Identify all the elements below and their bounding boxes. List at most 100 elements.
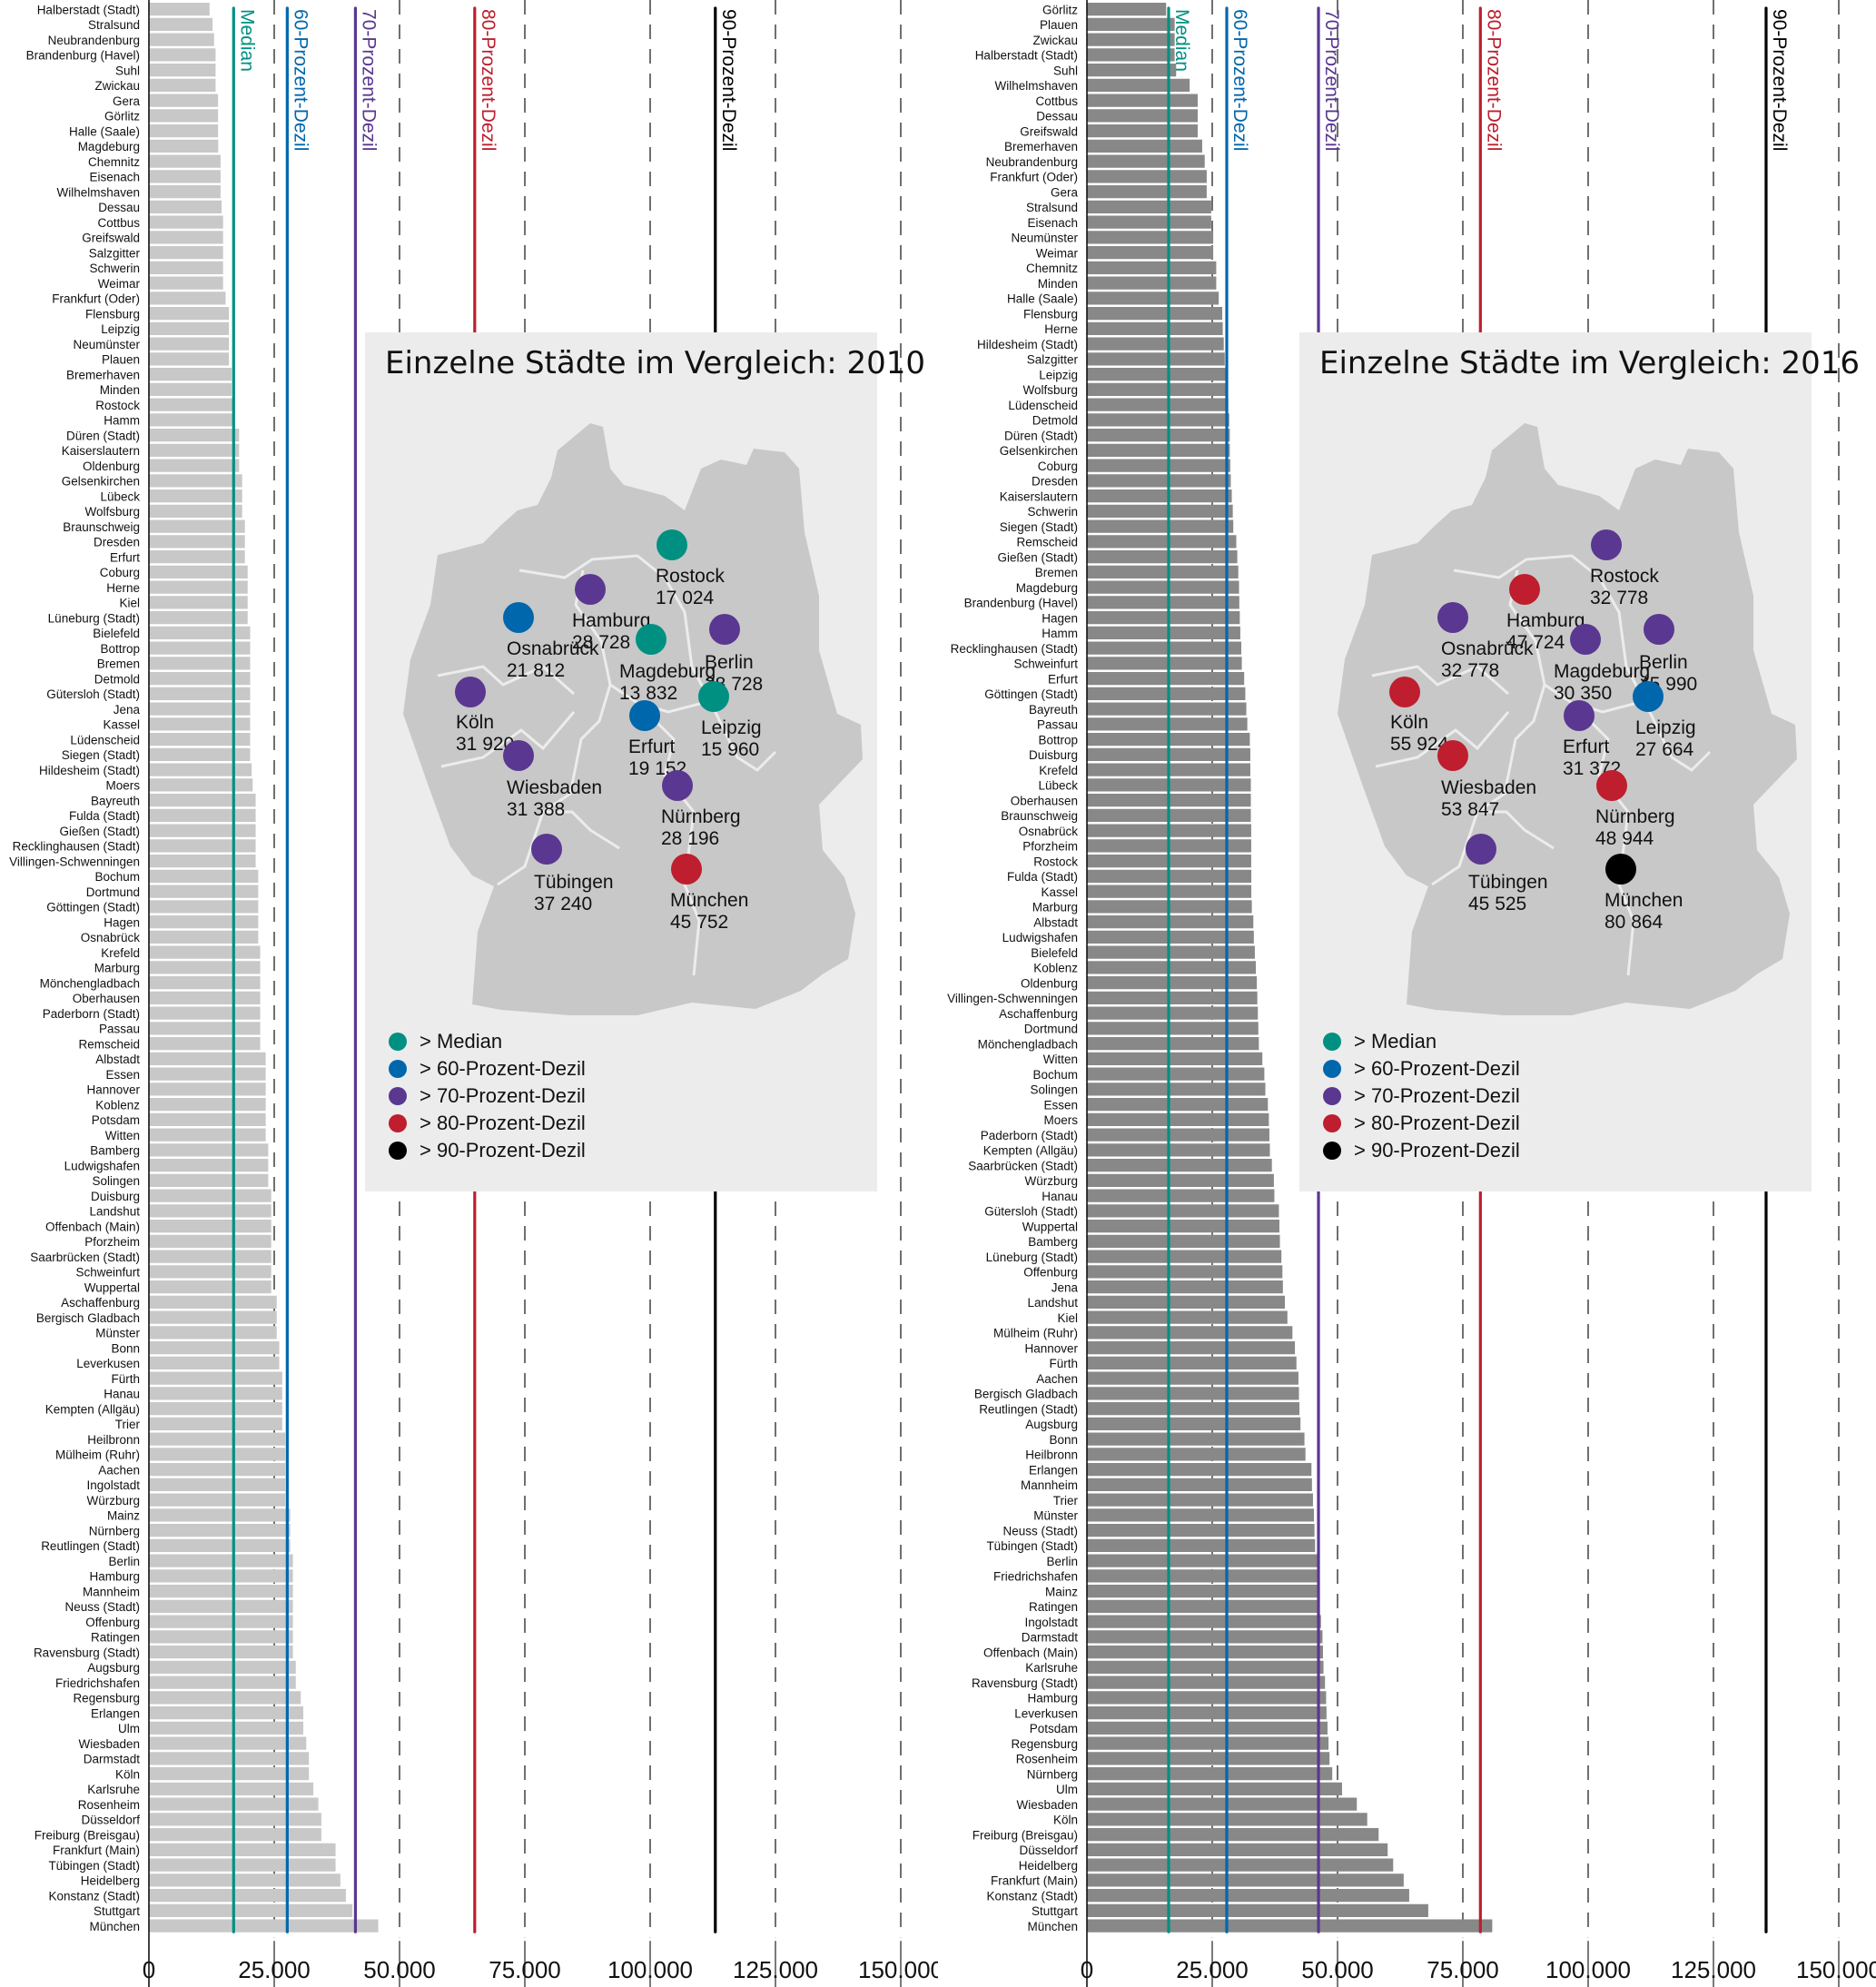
legend: > Median > 60-Prozent-Dezil > 70-Prozent-D… — [1323, 1028, 1520, 1164]
category-label: Mannheim — [83, 1585, 140, 1598]
category-label: Halle (Saale) — [1007, 292, 1078, 306]
bar — [149, 1371, 282, 1385]
bar — [1087, 930, 1254, 944]
bar — [1087, 1341, 1296, 1355]
legend-dot-icon — [1323, 1087, 1341, 1105]
bar — [149, 1173, 269, 1187]
legend-label: > 90-Prozent-Dezil — [1354, 1139, 1520, 1162]
bar — [149, 1432, 286, 1446]
category-label: Bremerhaven — [66, 368, 140, 381]
category-label: Bremen — [97, 657, 140, 671]
bar — [149, 1448, 286, 1461]
category-label: Neumünster — [1011, 232, 1078, 245]
bar — [149, 885, 259, 898]
city-marker — [657, 529, 687, 560]
bar — [1087, 1006, 1259, 1020]
category-label: Bergisch Gladbach — [36, 1311, 140, 1325]
category-label: Stuttgart — [94, 1904, 140, 1918]
category-label: Minden — [1038, 277, 1078, 291]
bar — [1087, 1797, 1358, 1811]
category-label: Leipzig — [101, 322, 140, 336]
category-label: Trier — [115, 1418, 141, 1431]
bar — [1087, 1265, 1283, 1279]
category-label: Hanau — [1042, 1190, 1078, 1203]
bar — [149, 1022, 261, 1035]
category-label: Münster — [1033, 1509, 1078, 1523]
category-label: Bergisch Gladbach — [974, 1388, 1078, 1401]
bar — [149, 641, 251, 655]
bar — [149, 1585, 293, 1598]
category-label: Heidelberg — [1019, 1859, 1078, 1873]
bar — [1087, 702, 1247, 716]
category-label: Mülheim (Ruhr) — [55, 1448, 140, 1462]
bar — [149, 1813, 321, 1826]
state-border — [543, 810, 620, 850]
category-label: Halberstadt (Stadt) — [975, 49, 1078, 63]
category-label: Oldenburg — [83, 460, 140, 473]
bar — [149, 519, 245, 533]
bar — [1087, 1417, 1301, 1430]
bar — [1087, 1037, 1259, 1051]
category-label: Marburg — [1032, 901, 1078, 914]
legend-item: > 70-Prozent-Dezil — [389, 1082, 586, 1110]
bar — [149, 855, 256, 868]
x-tick-label: 125.000 — [733, 1956, 818, 1983]
category-label: Osnabrück — [1019, 825, 1079, 838]
category-label: Görlitz — [104, 110, 140, 124]
inset-title: Einzelne Städte im Vergleich: 2010 — [385, 345, 926, 381]
bar — [149, 1052, 266, 1065]
city-name: Berlin — [1639, 652, 1688, 673]
category-label: Albstadt — [95, 1053, 140, 1066]
city-name: Rostock — [1590, 566, 1659, 587]
threshold-label: Median — [236, 9, 257, 72]
bar — [1087, 1432, 1305, 1446]
state-border — [1477, 810, 1555, 850]
bar — [1087, 276, 1217, 290]
city-marker — [1509, 574, 1540, 605]
category-label: Würzburg — [86, 1494, 140, 1508]
category-label: Wiesbaden — [1016, 1798, 1078, 1812]
bar — [149, 930, 259, 944]
bar — [149, 1538, 291, 1552]
bar — [149, 1508, 291, 1522]
category-label: Düsseldorf — [1019, 1844, 1078, 1857]
legend-label: > 80-Prozent-Dezil — [420, 1112, 586, 1134]
category-label: Suhl — [115, 64, 140, 77]
category-label: Neuss (Stadt) — [64, 1600, 140, 1614]
category-label: Oldenburg — [1021, 976, 1078, 990]
bar — [1087, 413, 1229, 427]
bar — [149, 1569, 293, 1583]
legend-item: > Median — [389, 1028, 586, 1055]
category-label: Ratingen — [1029, 1600, 1078, 1614]
category-label: Neuss (Stadt) — [1002, 1524, 1078, 1537]
bar — [1087, 337, 1224, 351]
city-name: Erfurt — [1563, 736, 1610, 757]
legend-dot-icon — [389, 1142, 407, 1160]
category-label: Lüdenscheid — [1008, 399, 1078, 412]
category-label: Duisburg — [1029, 748, 1078, 762]
bar — [1087, 200, 1211, 213]
bar — [1087, 1828, 1379, 1842]
x-tick-label: 150.000 — [1796, 1956, 1876, 1983]
bar — [149, 915, 259, 929]
bar — [1087, 1903, 1428, 1917]
category-label: Münster — [95, 1327, 140, 1340]
bar — [149, 124, 219, 138]
category-label: Krefeld — [1039, 764, 1078, 777]
city-name: Osnabrück — [1441, 638, 1534, 659]
bar — [1087, 1919, 1493, 1933]
category-label: Chemnitz — [88, 155, 140, 169]
category-label: Osnabrück — [81, 931, 141, 944]
state-border — [636, 701, 701, 976]
bar — [1087, 1843, 1388, 1856]
city-marker — [1596, 770, 1627, 801]
bar — [1087, 1022, 1259, 1035]
bar — [1087, 1295, 1286, 1309]
bar — [1087, 246, 1214, 260]
category-label: Moers — [105, 779, 140, 793]
category-label: Dortmund — [1024, 1023, 1078, 1036]
category-label: Witten — [1043, 1053, 1078, 1066]
category-label: Heidelberg — [81, 1874, 140, 1888]
bar — [149, 1098, 266, 1112]
x-tick-label: 150.000 — [858, 1956, 938, 1983]
